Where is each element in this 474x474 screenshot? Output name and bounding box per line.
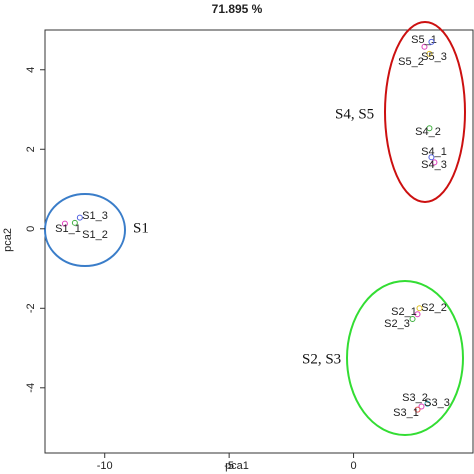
point (428, 154, 435, 161)
y-tick-label: 0 (25, 226, 37, 232)
y-tick-label: -4 (25, 383, 37, 393)
point (414, 311, 421, 318)
annotation: S1 (133, 220, 149, 236)
point (426, 125, 433, 132)
cluster-ellipse (384, 21, 466, 203)
point-label: S3_3 (424, 397, 450, 409)
point (76, 214, 83, 221)
point (61, 220, 68, 227)
point-label: S5_2 (398, 56, 424, 68)
point-label: S2_3 (384, 318, 410, 330)
point-label: S1_1 (55, 223, 81, 235)
annotation: S2, S3 (302, 351, 341, 367)
cluster-ellipse (44, 193, 126, 267)
point-label: S2_1 (391, 306, 417, 318)
point-label: S5_1 (411, 34, 437, 46)
point (416, 305, 423, 312)
point (431, 159, 438, 166)
point-label: S1_2 (82, 229, 108, 241)
point (71, 219, 78, 226)
point-label: S5_3 (421, 51, 447, 63)
x-tick-label: -5 (224, 460, 234, 472)
x-tick-label: 0 (350, 460, 356, 472)
point (418, 403, 425, 410)
plot-frame (44, 29, 474, 454)
annotation: S4, S5 (335, 106, 374, 122)
point-label: S3_1 (393, 407, 419, 419)
y-tick-label: 4 (25, 67, 37, 73)
point-label: S3_2 (402, 392, 428, 404)
point-label: S1_3 (82, 210, 108, 222)
point-label: S4_3 (421, 159, 447, 171)
point (428, 38, 435, 45)
cluster-ellipse (346, 280, 464, 436)
point (426, 50, 433, 57)
point-label: S4_1 (421, 146, 447, 158)
y-axis-label: pca2 (2, 228, 14, 252)
x-tick-label: -10 (97, 460, 113, 472)
point (414, 406, 421, 413)
chart-title: 71.895 % (212, 2, 263, 16)
x-axis-label: pca1 (225, 460, 249, 472)
point (421, 43, 428, 50)
point (424, 400, 431, 407)
point (409, 316, 416, 323)
y-tick-label: 2 (25, 146, 37, 152)
point-label: S2_2 (421, 302, 447, 314)
point-label: S4_2 (415, 126, 441, 138)
y-tick-label: -2 (25, 303, 37, 313)
